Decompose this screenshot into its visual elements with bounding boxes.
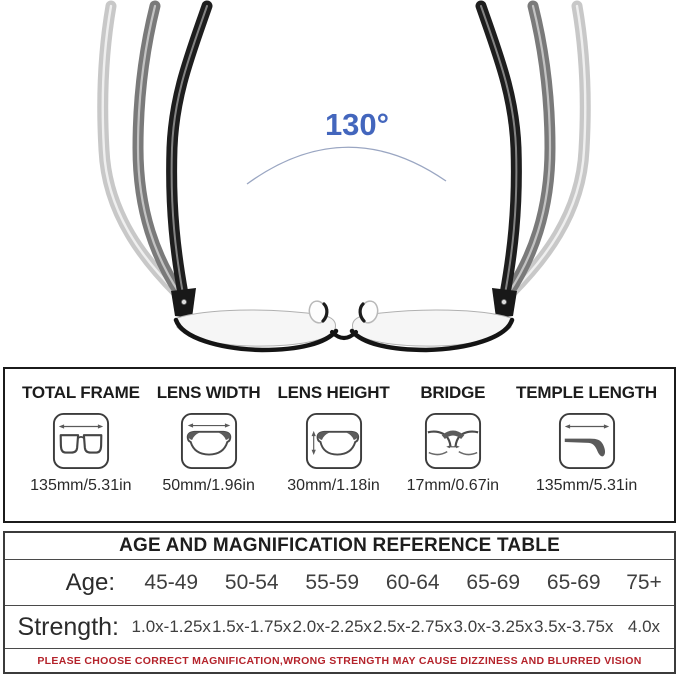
age-row: Age: 45-49 50-54 55-59 60-64 65-69 65-69… [5,560,674,606]
right-hinge-screw [500,298,507,305]
strength-cell: 2.0x-2.25x [292,617,372,636]
lens-height-icon [305,412,362,470]
angle-label: 130° [325,107,389,142]
left-hinge-screw [180,298,187,305]
glasses-top-view-svg: 130° [97,0,591,353]
warning-text: PLEASE CHOOSE CORRECT MAGNIFICATION,WRON… [37,654,642,667]
spec-value: 135mm/5.31in [535,477,638,494]
strength-cell: 1.0x-1.25x [131,617,211,636]
left-temple-arms [97,0,213,300]
age-cell: 60-64 [385,570,440,594]
strength-cell: 3.5x-3.75x [534,617,614,636]
spec-total-frame: TOTAL FRAME 135mm/5.31in [22,369,140,495]
age-row-label: Age: [65,568,115,596]
strength-cell: 3.0x-3.25x [453,617,533,636]
total-frame-icon [52,412,109,470]
spec-value: 135mm/5.31in [30,477,132,494]
spec-title: LENS WIDTH [156,383,261,402]
strength-cell: 4.0x [627,617,661,636]
measurement-spec-panel: TOTAL FRAME 135mm/5.31in LENS WIDTH [3,367,676,523]
left-temple-solid [166,0,213,300]
age-cell: 75+ [626,570,662,594]
age-cell: 45-49 [144,570,199,594]
frame-front [171,288,517,353]
spec-lens-width: LENS WIDTH 50mm/1.96in [157,369,261,495]
temple-length-icon [558,412,615,470]
age-cell: 65-69 [466,570,521,594]
spec-value: 17mm/0.67in [406,477,500,494]
age-cell: 55-59 [305,570,360,594]
left-lens-rim [173,317,339,353]
glasses-top-view-illustration: 130° [97,0,591,353]
table-title: AGE AND MAGNIFICATION REFERENCE TABLE [5,533,674,560]
age-cell: 50-54 [224,570,279,594]
nose-pads [308,300,379,324]
spec-temple-length: TEMPLE LENGTH 135mm/5.31in [516,369,657,495]
spec-lens-height: LENS HEIGHT 30mm/1.18in [277,369,389,495]
bridge-icon [424,412,481,470]
spec-bridge: BRIDGE 17mm/0.67in [407,369,500,495]
spec-value: 50mm/1.96in [162,477,255,494]
age-magnification-table: AGE AND MAGNIFICATION REFERENCE TABLE Ag… [3,531,676,674]
strength-cell: 1.5x-1.75x [212,617,292,636]
spec-title: LENS HEIGHT [277,383,390,402]
bridge-bar [330,330,358,340]
spec-title: TEMPLE LENGTH [516,383,658,402]
lens-width-icon [180,412,237,470]
age-cell: 65-69 [546,570,601,594]
angle-arc [246,146,447,185]
spec-value: 30mm/1.18in [287,477,380,494]
strength-row: Strength: 1.0x-1.25x 1.5x-1.75x 2.0x-2.2… [5,606,674,649]
strength-cell: 2.5x-2.75x [373,617,453,636]
right-temple-arms [475,0,591,300]
spec-title: TOTAL FRAME [21,383,140,402]
spec-title: BRIDGE [420,383,486,402]
right-lens-rim [349,317,515,353]
right-temple-solid [475,0,522,300]
angle-annotation: 130° [246,100,447,185]
strength-row-label: Strength: [17,612,119,641]
